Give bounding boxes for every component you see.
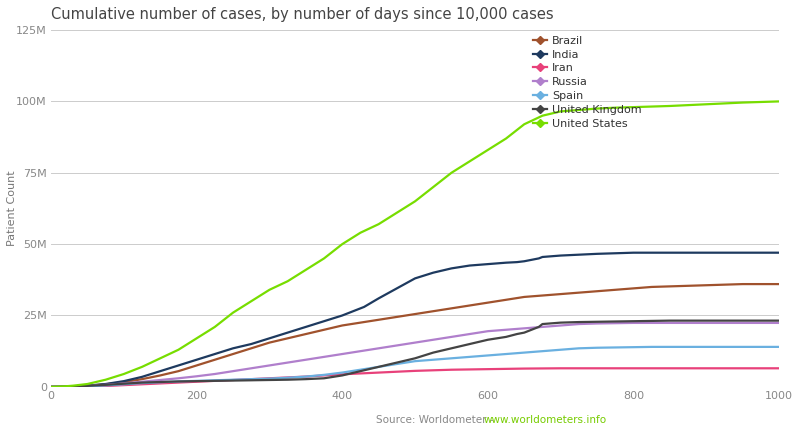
Text: Cumulative number of cases, by number of days since 10,000 cases: Cumulative number of cases, by number of…: [51, 7, 554, 22]
Text: Source: Worldometer -: Source: Worldometer -: [376, 415, 497, 425]
Y-axis label: Patient Count: Patient Count: [7, 171, 17, 246]
Text: www.worldometers.info: www.worldometers.info: [484, 415, 607, 425]
Legend: Brazil, India, Iran, Russia, Spain, United Kingdom, United States: Brazil, India, Iran, Russia, Spain, Unit…: [534, 36, 642, 129]
